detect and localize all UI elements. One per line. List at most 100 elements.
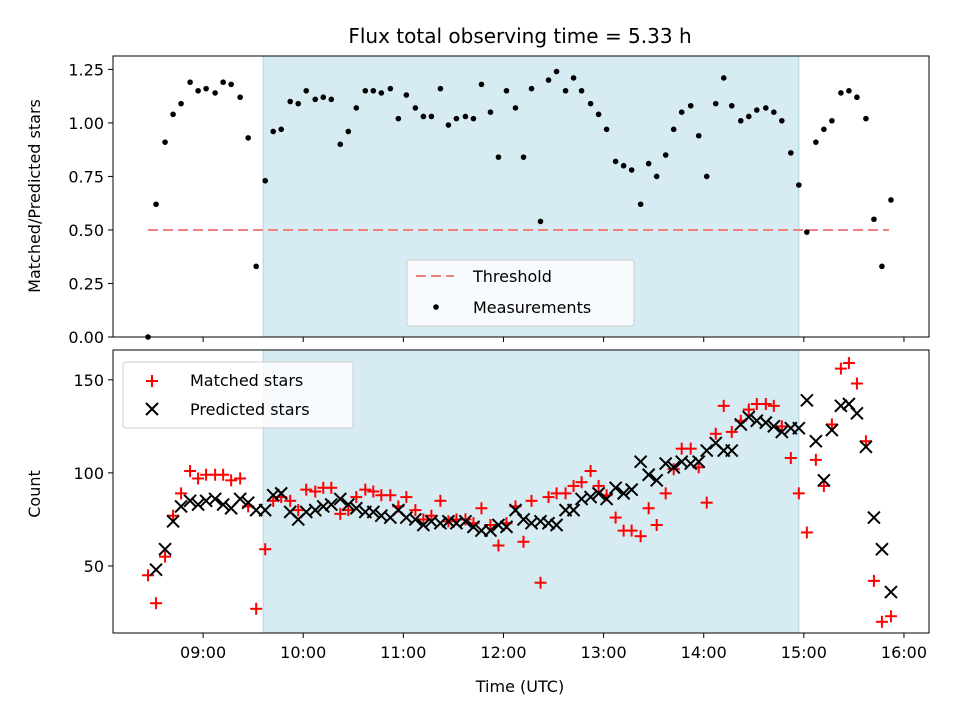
matched-star-point [384, 489, 397, 502]
measurement-point [670, 126, 677, 133]
matched-star-point [167, 509, 180, 522]
measurement-point [603, 126, 610, 133]
y-tick-label: 100 [73, 464, 104, 483]
predicted-star-point [324, 497, 338, 512]
y-tick-label: 0.25 [68, 274, 104, 293]
matched-star-point [142, 569, 155, 582]
matched-star-point [867, 574, 880, 587]
matched-star-point [334, 507, 347, 520]
matched-star-point [192, 472, 205, 485]
measurement-point [520, 154, 527, 160]
matched-star-point [792, 487, 805, 500]
measurement-point [737, 117, 744, 124]
matched-star-point [825, 418, 838, 431]
matched-star-point [225, 474, 238, 487]
matched-star-point [400, 491, 413, 504]
legend-matched-label: Matched stars [190, 371, 303, 390]
matched-star-point [767, 399, 780, 412]
bottom-y-axis-label: Count [25, 470, 44, 518]
measurement-point [512, 105, 519, 111]
measurement-point [312, 96, 319, 103]
measurement-point [337, 141, 344, 148]
measurement-point [745, 113, 752, 120]
matched-star-point [800, 526, 813, 539]
matched-star-point [175, 487, 188, 500]
measurement-point [687, 102, 694, 109]
predicted-star-point [825, 423, 839, 437]
measurement-point [695, 132, 702, 139]
predicted-star-point [533, 514, 548, 528]
chart-title: Flux total observing time = 5.33 h [348, 24, 691, 48]
predicted-star-point [416, 518, 431, 532]
predicted-star-point [516, 512, 531, 527]
measurement-point [495, 154, 502, 160]
predicted-star-point [566, 503, 581, 517]
matched-star-point [842, 357, 855, 370]
measurement-point [378, 90, 385, 96]
measurement-point [170, 111, 176, 118]
measurement-point [228, 81, 234, 88]
top-y-ticks: 0.00 0.25 0.50 0.75 1.00 1.25 [68, 60, 113, 347]
predicted-star-point [274, 486, 288, 501]
measurement-point [178, 100, 184, 107]
measurement-point [362, 87, 369, 94]
matched-star-point [409, 504, 422, 517]
predicted-star-point [649, 473, 664, 488]
matched-star-point [475, 502, 488, 515]
predicted-star-point [441, 514, 456, 528]
matched-star-point [525, 494, 538, 507]
y-tick-label: 0.50 [68, 221, 104, 240]
measurement-point [788, 150, 794, 156]
matched-star-point [425, 509, 438, 522]
measurement-point [220, 79, 226, 86]
matched-star-point [150, 597, 163, 610]
predicted-star-point [641, 468, 656, 482]
matched-star-point [634, 530, 647, 543]
measurement-point [637, 201, 644, 208]
measurement-point [428, 113, 435, 120]
predicted-star-point [792, 421, 806, 435]
predicted-star-point [684, 456, 698, 471]
predicted-star-point [809, 434, 823, 448]
measurement-point [863, 115, 869, 122]
predicted-star-point [433, 516, 448, 530]
measurement-point [353, 105, 360, 111]
matched-star-point [184, 465, 197, 478]
matched-star-point [625, 524, 638, 537]
top-x-ticks [202, 337, 905, 342]
x-tick-label: 13:00 [581, 643, 627, 662]
measurement-point [270, 128, 276, 135]
measurement-point [287, 98, 294, 105]
measurement-point [162, 139, 168, 145]
measurement-point [537, 218, 544, 225]
predicted-star-point [599, 492, 614, 506]
measurement-point [662, 152, 669, 158]
predicted-star-point [859, 440, 873, 454]
matched-star-point [559, 487, 572, 500]
predicted-star-point [216, 497, 230, 512]
measurement-point [503, 87, 510, 94]
measurement-point [528, 85, 535, 92]
matched-star-point [517, 535, 530, 548]
bottom-panel: 50 100 150 09:00 10:00 11:00 12:00 13:00 14:00 1… [25, 349, 930, 696]
predicted-star-point [499, 520, 514, 534]
predicted-star-point [658, 456, 673, 471]
measurement-point [871, 216, 877, 223]
predicted-star-point [149, 562, 163, 577]
predicted-star-point [158, 542, 172, 556]
matched-star-point [542, 491, 555, 504]
predicted-star-point [349, 501, 364, 515]
bottom-axes-frame [112, 349, 930, 634]
matched-star-point [250, 602, 263, 615]
predicted-star-point [725, 443, 739, 458]
matched-star-point [300, 483, 313, 496]
measurement-point [645, 160, 652, 167]
matched-star-point [259, 543, 272, 556]
top-panel: 0.00 0.25 0.50 0.75 1.00 1.25 Matched/Predict… [25, 55, 930, 347]
matched-star-point [875, 615, 888, 628]
bottom-x-ticks: 09:00 10:00 11:00 12:00 13:00 14:00 15:00 16:00 [180, 633, 927, 662]
matched-star-point [584, 465, 597, 478]
predicted-star-point [884, 585, 898, 599]
predicted-star-point [608, 481, 623, 495]
